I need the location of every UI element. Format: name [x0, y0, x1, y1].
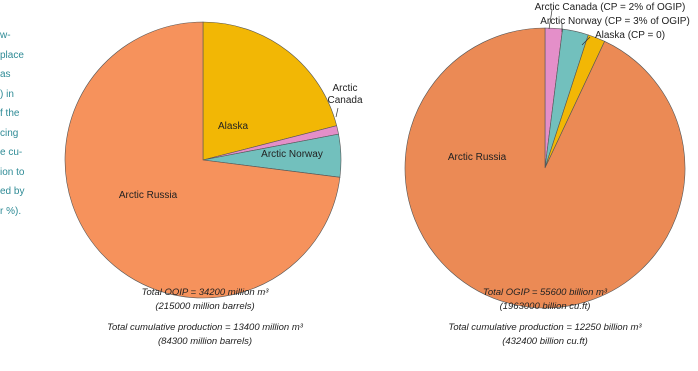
- side-text: ed by: [0, 186, 25, 197]
- chart-note: (215000 million barrels): [155, 301, 255, 312]
- slice-label: Arctic Russia: [118, 190, 178, 201]
- chart-note: (432400 billion cu.ft): [502, 336, 588, 347]
- chart-note: (84300 million barrels): [158, 336, 252, 347]
- side-text: ) in: [0, 88, 14, 100]
- side-text: w-: [0, 30, 11, 41]
- side-text: as: [0, 69, 11, 80]
- leader-line: [581, 36, 591, 46]
- side-text: place: [0, 49, 24, 61]
- leader-line: [548, 9, 553, 30]
- side-text: ion to: [0, 166, 25, 178]
- slice-label: Arctic Norway (CP = 3% of OGIP): [540, 16, 690, 27]
- pie-slice: [202, 21, 338, 161]
- chart-note: Total OOIP = 34200 million m³: [141, 287, 269, 298]
- pie-slice: [404, 27, 686, 309]
- slice-label: Alaska (CP = 0): [594, 30, 666, 41]
- side-text: e cu-: [0, 147, 23, 158]
- side-text: r %).: [0, 205, 22, 217]
- slice-label: Arctic Canada: [327, 83, 363, 106]
- side-text: cing: [0, 127, 19, 139]
- slice-label: Arctic Canada (CP = 2% of OGIP): [534, 2, 686, 13]
- chart-note: Total cumulative production = 13400 mill…: [107, 322, 303, 333]
- chart-note: Total cumulative production = 12250 bill…: [448, 322, 642, 333]
- slice-label: Alaska: [217, 121, 249, 132]
- chart-note: Total OGIP = 55600 billion m³: [482, 287, 608, 298]
- pie-slice: [64, 21, 341, 299]
- slice-label: Arctic Russia: [447, 152, 507, 163]
- side-text: f the: [0, 108, 20, 119]
- slice-label: Arctic Norway: [261, 149, 323, 160]
- chart-note: (1963000 billion cu.ft): [499, 301, 591, 312]
- leader-line: [335, 107, 339, 118]
